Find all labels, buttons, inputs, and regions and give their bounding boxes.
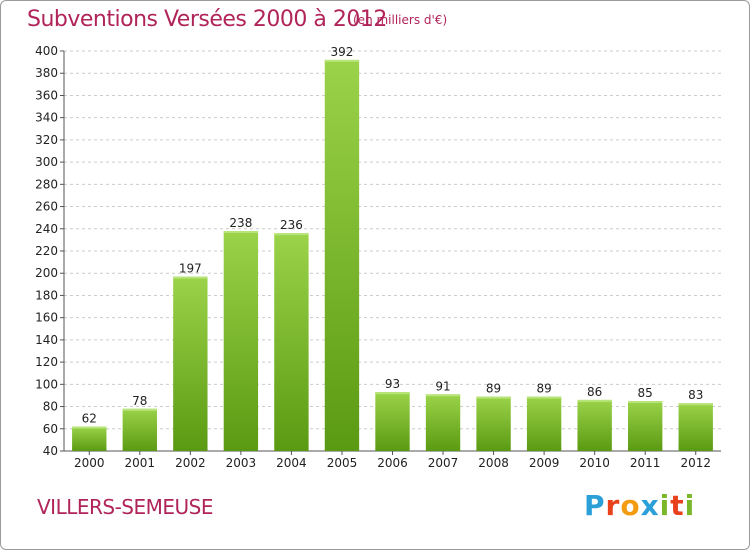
- bar-top-highlight: [122, 408, 157, 411]
- chart-subtitle: (en milliers d'€): [353, 13, 448, 27]
- y-tick-label: 220: [35, 244, 58, 258]
- bar-top-highlight: [375, 392, 410, 395]
- bar-top-highlight: [476, 396, 511, 399]
- bar-2006: [375, 392, 410, 451]
- bar-top-highlight: [173, 276, 208, 279]
- bar-2011: [628, 401, 663, 451]
- x-tick-label-2012: 2012: [680, 456, 711, 470]
- chart-title: Subventions Versées 2000 à 2012: [27, 7, 387, 32]
- data-label-2009: 89: [536, 382, 551, 396]
- x-tick-label-2006: 2006: [377, 456, 408, 470]
- bar-2009: [526, 396, 562, 451]
- bar-2003: [223, 231, 259, 451]
- y-tick-labels: 40 60 80 100 120 140 160 180 200 220 240 260 280 300 3…: [35, 44, 58, 458]
- x-tick-label-2004: 2004: [276, 456, 307, 470]
- bar-2012: [678, 403, 713, 451]
- data-label-2003: 238: [229, 216, 252, 230]
- data-labels: 62 78 197 238 236 392 93 91 89 89 86 85 83: [82, 45, 704, 426]
- bar-2007: [425, 394, 461, 451]
- x-tick-label-2010: 2010: [579, 456, 610, 470]
- data-label-2006: 93: [385, 377, 400, 391]
- data-label-2004: 236: [280, 218, 303, 232]
- bar-2000: [72, 426, 107, 451]
- x-tick-label-2011: 2011: [630, 456, 661, 470]
- bar-top-highlight: [274, 233, 309, 236]
- y-tick-label: 280: [35, 177, 58, 191]
- y-tick-label: 200: [35, 266, 58, 280]
- y-tick-label: 160: [35, 311, 58, 325]
- bar-top-highlight: [72, 426, 107, 429]
- y-tick-label: 240: [35, 222, 58, 236]
- data-label-2005: 392: [331, 45, 354, 59]
- bar-top-highlight: [628, 401, 663, 403]
- x-tick-label-2009: 2009: [529, 456, 560, 470]
- bar-top-highlight: [223, 231, 259, 233]
- data-label-2002: 197: [179, 262, 202, 276]
- data-label-2010: 86: [587, 385, 602, 399]
- y-tick-label: 340: [35, 111, 58, 125]
- data-label-2012: 83: [688, 388, 703, 402]
- y-tick-label: 100: [35, 377, 58, 391]
- bar-2004: [274, 233, 309, 451]
- data-label-2000: 62: [82, 412, 97, 426]
- bar-2005: [324, 59, 360, 452]
- x-tick-label-2002: 2002: [175, 456, 206, 470]
- x-tick-label-2005: 2005: [327, 456, 358, 470]
- x-tick-label-2007: 2007: [428, 456, 459, 470]
- data-label-2001: 78: [132, 394, 147, 408]
- x-tick-labels: 2000 2001 2002 2003 2004 2005 2006 2007 2008 2009…: [74, 456, 711, 470]
- bar-2010: [577, 399, 612, 451]
- x-tick-label-2008: 2008: [478, 456, 509, 470]
- bar-2008: [476, 396, 511, 451]
- y-tick-label: 60: [43, 422, 58, 436]
- y-tick-label: 360: [35, 88, 58, 102]
- x-tick-label-2001: 2001: [125, 456, 156, 470]
- y-tick-label: 260: [35, 200, 58, 214]
- y-tick-label: 380: [35, 66, 58, 80]
- bar-top-highlight: [577, 399, 612, 402]
- bar-2001: [122, 408, 157, 451]
- y-tick-label: 320: [35, 133, 58, 147]
- y-tick-label: 120: [35, 355, 58, 369]
- data-label-2011: 85: [638, 386, 653, 400]
- bar-2002: [173, 276, 208, 451]
- bars: [72, 59, 713, 452]
- y-tick-label: 180: [35, 288, 58, 302]
- y-tick-label: 300: [35, 155, 58, 169]
- commune-name: VILLERS-SEMEUSE: [37, 495, 214, 519]
- y-tick-label: 80: [43, 400, 58, 414]
- y-tick-label: 140: [35, 333, 58, 347]
- data-label-2007: 91: [435, 379, 450, 393]
- bar-top-highlight: [526, 396, 562, 399]
- bar-top-highlight: [324, 59, 360, 62]
- bar-top-highlight: [678, 403, 713, 406]
- data-label-2008: 89: [486, 382, 501, 396]
- y-tick-label: 40: [43, 444, 58, 458]
- bar-top-highlight: [425, 394, 461, 397]
- x-tick-label-2000: 2000: [74, 456, 105, 470]
- x-tick-label-2003: 2003: [226, 456, 257, 470]
- brand-logo: Proxiti: [584, 489, 696, 522]
- y-tick-label: 400: [35, 44, 58, 58]
